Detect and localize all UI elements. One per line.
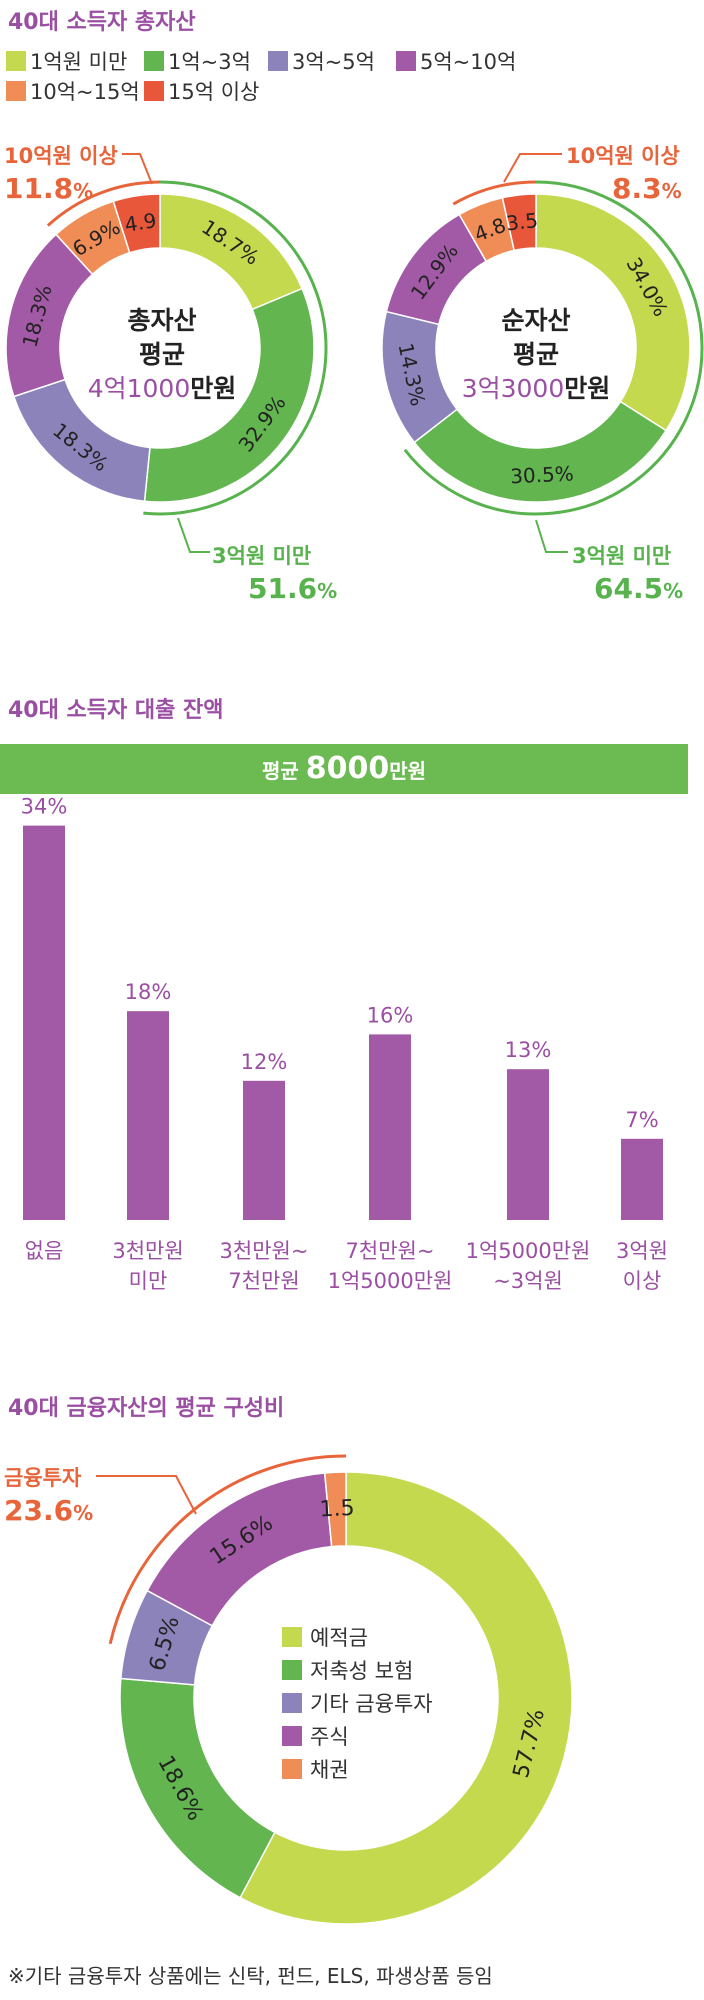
donut-slice	[323, 1471, 347, 1548]
legend-label: 15억 이상	[168, 80, 260, 104]
legend-item: 1억원 미만	[6, 46, 127, 76]
bar-category-label: 7천만원~ 1억5000만원	[327, 1239, 453, 1293]
bar-value-label: 18%	[125, 980, 172, 1004]
donut3-callout-value: 23.6%	[4, 1494, 94, 1527]
donut-slice	[112, 193, 161, 254]
legend-item: 저축성 보험	[282, 1653, 433, 1686]
loan-bar	[621, 1138, 663, 1220]
loan-bar	[23, 825, 65, 1220]
legend-label: 1억~3억	[168, 50, 251, 74]
legend-label: 3억~5억	[292, 50, 375, 74]
donut1-bottom-callout-value: 51.6%	[248, 572, 338, 605]
legend-swatch	[282, 1659, 302, 1680]
legend-item: 10억~15억	[6, 76, 140, 106]
donut-slice-label: 30.5%	[510, 461, 575, 488]
bar-category-label: 1억5000만원 ~3억원	[465, 1239, 591, 1293]
leader-line	[96, 1475, 197, 1515]
donut2-bottom-callout-label: 3억원 미만	[572, 544, 672, 568]
donut3-legend: 예적금 저축성 보험 기타 금융투자 주식 채권	[282, 1620, 433, 1785]
legend-item: 주식	[282, 1719, 433, 1752]
legend-label: 10억~15억	[30, 80, 140, 104]
total-assets-donut: 18.7%32.9%18.3%18.3%6.9%4.934.0%30.5%14.…	[5, 153, 704, 553]
legend-item: 예적금	[282, 1620, 433, 1653]
donut-slice	[119, 1677, 276, 1899]
legend-label: 저축성 보험	[310, 1658, 414, 1683]
loan-bar	[127, 1011, 169, 1220]
legend-swatch	[6, 81, 26, 101]
donut-slice	[413, 400, 668, 503]
section2-title: 40대 소득자 대출 잔액	[8, 698, 224, 723]
financial-investment-bracket	[108, 1454, 347, 1645]
under-300m-bracket	[143, 180, 328, 516]
legend-label: 주식	[310, 1724, 349, 1749]
legend-swatch	[282, 1725, 302, 1746]
legend-swatch	[144, 51, 164, 71]
bar-value-label: 7%	[625, 1108, 658, 1132]
donut1-top-callout-value: 11.8%	[4, 172, 94, 205]
loan-bar-chart: 34% 18% 12% 16% 13% 7%	[21, 795, 663, 1220]
legend-swatch	[6, 51, 26, 71]
legend-item: 3억~5억	[268, 46, 375, 76]
donut2-center-label: 순자산 평균 3억3000만원	[461, 306, 611, 403]
legend-label: 기타 금융투자	[310, 1691, 433, 1716]
legend-swatch	[144, 81, 164, 101]
legend-swatch	[282, 1758, 302, 1779]
leader-line	[535, 519, 568, 553]
leader-line	[503, 153, 562, 183]
bar-value-label: 12%	[241, 1050, 288, 1074]
legend-item: 15억 이상	[144, 76, 259, 106]
legend-label: 예적금	[310, 1625, 368, 1650]
donut-slice-label: 1.5	[319, 1496, 355, 1523]
legend-item: 기타 금융투자	[282, 1686, 433, 1719]
donut-slice	[239, 1471, 573, 1925]
bar-category-label: 3천만원~ 7천만원	[219, 1239, 309, 1293]
legend-swatch	[268, 51, 288, 71]
section1-title: 40대 소득자 총자산	[8, 10, 196, 35]
leader-line	[122, 153, 153, 185]
donut2-top-callout-label: 10억원 이상	[566, 144, 680, 168]
loan-bar	[369, 1034, 411, 1220]
donut-slice	[143, 287, 315, 503]
under-300m-bracket	[403, 180, 704, 516]
average-loan-banner: 평균 8000만원	[0, 744, 688, 794]
donut2-bottom-callout-value: 64.5%	[594, 572, 684, 605]
donut-slice-label: 4.9	[123, 208, 158, 237]
legend-swatch	[396, 51, 416, 71]
bar-category-label: 3천만원 미만	[112, 1239, 184, 1293]
bar-category-label: 없음	[24, 1239, 64, 1263]
donut3-callout-label: 금융투자	[4, 1466, 82, 1490]
donut1-top-callout-label: 10억원 이상	[4, 144, 118, 168]
donut-slice	[535, 193, 691, 432]
bar-category-label: 3억원 이상	[615, 1239, 668, 1293]
legend-label: 5억~10억	[420, 50, 517, 74]
donut2-top-callout-value: 8.3%	[612, 172, 682, 205]
legend-label: 채권	[310, 1757, 349, 1782]
over-1b-bracket	[452, 180, 537, 206]
over-1b-bracket	[46, 180, 161, 227]
section3-title: 40대 금융자산의 평균 구성비	[8, 1396, 285, 1421]
donut1-center-label: 총자산 평균 4억1000만원	[87, 306, 237, 403]
leader-line	[177, 517, 210, 553]
loan-bar	[243, 1080, 285, 1220]
bar-value-label: 34%	[21, 795, 68, 819]
legend-item: 채권	[282, 1752, 433, 1785]
bar-value-label: 13%	[505, 1038, 552, 1062]
bar-value-label: 16%	[367, 1003, 414, 1027]
legend-label: 1억원 미만	[30, 50, 128, 74]
legend-swatch	[282, 1692, 302, 1713]
legend-swatch	[282, 1626, 302, 1647]
loan-bar	[507, 1069, 549, 1220]
legend-item: 5억~10억	[396, 46, 516, 76]
donut1-bottom-callout-label: 3억원 미만	[212, 544, 312, 568]
donut-slice	[501, 193, 537, 252]
footnote: ※기타 금융투자 상품에는 신탁, 펀드, ELS, 파생상품 등임	[8, 1964, 493, 1988]
donut-slice-label: 3.5	[505, 208, 539, 235]
legend-item: 1억~3억	[144, 46, 251, 76]
